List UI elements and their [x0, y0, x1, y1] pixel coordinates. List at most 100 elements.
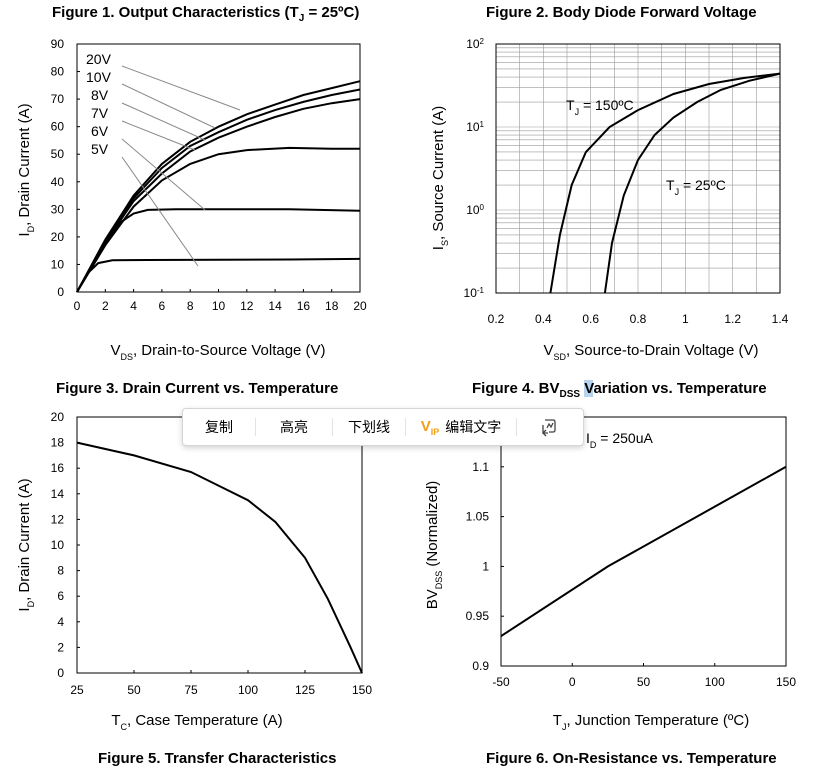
fig2-y-tick-label: 101	[466, 120, 484, 135]
fig1-y-tick-label: 30	[51, 202, 65, 216]
fig2-y-tick-label: 102	[466, 37, 484, 52]
fig1-curve-label: 8V	[91, 87, 109, 103]
fig2-label-150c: TJ = 150ºC	[566, 97, 634, 117]
fig4-x-axis-label: TJ, Junction Temperature (ºC)	[553, 712, 749, 732]
fig1-y-axis-label: ID, Drain Current (A)	[16, 103, 36, 236]
fig3-y-tick-label: 16	[51, 461, 65, 475]
fig4-y-tick-label: 0.95	[466, 609, 490, 623]
figure-1-title-text: Figure 1. Output Characteristics (T	[52, 4, 299, 21]
fig2-y-axis-label: IS, Source Current (A)	[430, 106, 450, 250]
figure-5-title-text: Figure 5. Transfer Characteristics	[98, 750, 337, 767]
fig3-y-tick-label: 2	[57, 640, 64, 654]
figure-1-title: Figure 1. Output Characteristics (TJ = 2…	[52, 4, 359, 24]
fig1-y-tick-label: 80	[51, 65, 65, 79]
fig1-curve-label: 5V	[91, 141, 109, 157]
underline-label: 下划线	[348, 419, 390, 435]
fig1-y-tick-label: 50	[51, 147, 65, 161]
fig1-x-tick-label: 2	[102, 299, 109, 313]
fig2-curve-150c	[549, 72, 781, 294]
fig1-y-tick-label: 40	[51, 175, 65, 189]
edit-text-label: 编辑文字	[445, 419, 502, 435]
edit-text-button[interactable]: VIP 编辑文字	[406, 409, 516, 445]
fig3-y-axis-label: ID, Drain Current (A)	[16, 478, 36, 611]
fig1-leader-line	[121, 138, 206, 211]
fig2-y-tick-label: 10-1	[464, 286, 485, 301]
fig2-x-tick-label: 0.2	[488, 312, 505, 326]
fig1-curve-8v	[76, 98, 361, 293]
figure-3-title: Figure 3. Drain Current vs. Temperature	[56, 380, 338, 397]
figure-3-title-text: Figure 3. Drain Current vs. Temperature	[56, 380, 339, 397]
fig4-curve	[500, 465, 787, 637]
vip-letter: V	[420, 417, 431, 435]
fig2-x-tick-label: 0.4	[535, 312, 552, 326]
fig2-label-25c: TJ = 25ºC	[666, 177, 726, 197]
figure-4-title-b: ariation vs. Temperature	[593, 380, 767, 397]
fig3-x-tick-label: 100	[238, 683, 258, 697]
fig1-curve-5v	[76, 257, 361, 293]
fig1-x-tick-label: 4	[130, 299, 137, 313]
fig3-plot-frame	[76, 416, 363, 674]
fig4-x-tick-label: 150	[776, 675, 796, 689]
fig3-y-tick-label: 6	[57, 589, 64, 603]
fig3-y-tick-label: 10	[51, 538, 65, 552]
fig3-curve	[76, 441, 363, 674]
fig3-y-tick-label: 14	[51, 487, 65, 501]
fig1-leader-line	[121, 65, 241, 111]
fig4-y-tick-label: 1.05	[466, 510, 490, 524]
fig1-curve-label: 20V	[86, 51, 112, 67]
underline-button[interactable]: 下划线	[333, 409, 405, 445]
screenshot-button[interactable]	[517, 409, 581, 445]
copy-button[interactable]: 复制	[183, 409, 255, 445]
fig1-x-tick-label: 8	[187, 299, 194, 313]
fig4-y-tick-label: 1.1	[472, 460, 489, 474]
fig1-y-tick-label: 10	[51, 257, 65, 271]
figure-6-title-text: Figure 6. On-Resistance vs. Temperature	[486, 750, 777, 767]
fig2-x-tick-label: 1	[682, 312, 689, 326]
fig1-curve-10v	[76, 88, 361, 293]
fig4-x-tick-label: 0	[569, 675, 576, 689]
fig1-curve-20v	[76, 80, 361, 293]
figure-4-title-a: Figure 4. BV	[472, 380, 560, 397]
screenshot-icon	[542, 419, 556, 437]
fig2-x-axis-label: VSD, Source-to-Drain Voltage (V)	[543, 342, 758, 362]
fig2-x-tick-label: 1.4	[772, 312, 789, 326]
highlight-button[interactable]: 高亮	[256, 409, 332, 445]
fig4-x-tick-label: 100	[705, 675, 725, 689]
fig1-curve-7v	[76, 146, 360, 293]
fig4-y-tick-label: 0.9	[472, 659, 489, 673]
fig3-y-tick-label: 18	[51, 436, 65, 450]
fig3-y-tick-label: 8	[57, 564, 64, 578]
copy-label: 复制	[205, 419, 233, 435]
figure-4-title-highlight: V	[584, 380, 594, 397]
toolbar-divider	[332, 418, 333, 436]
highlight-label: 高亮	[280, 419, 308, 435]
fig1-y-tick-label: 20	[51, 230, 65, 244]
fig1-x-tick-label: 16	[297, 299, 311, 313]
text-selection-toolbar: 复制 高亮 下划线 VIP 编辑文字	[182, 408, 584, 446]
fig2-curve-25c	[603, 72, 781, 294]
fig1-x-tick-label: 10	[212, 299, 226, 313]
fig1-leader-line	[121, 156, 199, 267]
fig4-y-tick-label: 1	[482, 559, 489, 573]
figure-2-title: Figure 2. Body Diode Forward Voltage	[486, 4, 757, 21]
fig1-x-tick-label: 14	[268, 299, 282, 313]
fig1-curve-label: 7V	[91, 105, 109, 121]
fig4-x-tick-label: 50	[637, 675, 651, 689]
fig3-x-tick-label: 125	[295, 683, 315, 697]
fig1-leader-line	[121, 102, 206, 141]
fig1-y-tick-label: 0	[57, 285, 64, 299]
vip-icon: VIP	[421, 418, 440, 437]
figure-6-title: Figure 6. On-Resistance vs. Temperature	[486, 750, 777, 767]
fig3-x-tick-label: 50	[127, 683, 141, 697]
fig3-x-axis-label: TC, Case Temperature (A)	[111, 712, 282, 732]
fig1-y-tick-label: 60	[51, 120, 65, 134]
fig1-x-tick-label: 6	[159, 299, 166, 313]
fig1-x-tick-label: 20	[353, 299, 367, 313]
fig3-y-tick-label: 12	[51, 512, 65, 526]
figure-4-title: Figure 4. BVDSS Variation vs. Temperatur…	[472, 380, 767, 400]
figure-4-title-sub: DSS	[559, 389, 581, 400]
fig1-curve-label: 10V	[86, 69, 112, 85]
fig1-plot-frame	[76, 43, 361, 293]
fig1-y-tick-label: 90	[51, 37, 65, 51]
fig1-x-tick-label: 18	[325, 299, 339, 313]
